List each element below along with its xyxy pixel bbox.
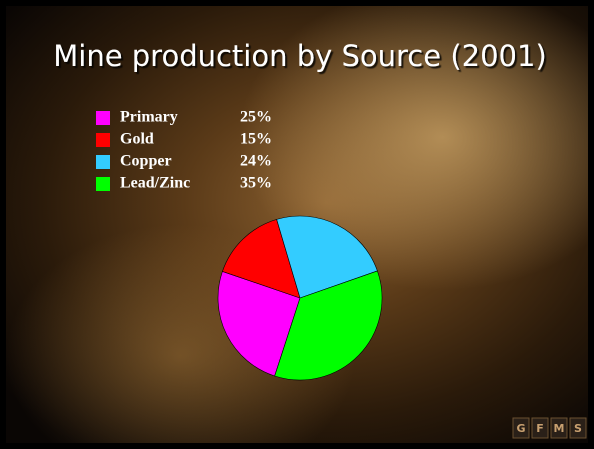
logo-letter: F [536, 422, 544, 435]
legend-label: Gold [120, 131, 154, 148]
logo-letter: G [516, 422, 525, 435]
logo-letter: S [574, 422, 582, 435]
slide: Mine production by Source (2001) Primary… [0, 0, 594, 449]
legend-swatch [96, 177, 110, 191]
legend-value: 35% [240, 175, 272, 192]
legend-swatch [96, 155, 110, 169]
chart-title: Mine production by Source (2001) [53, 39, 547, 73]
legend-value: 24% [240, 153, 272, 170]
pie [218, 216, 382, 380]
legend-swatch [96, 133, 110, 147]
legend-label: Primary [120, 109, 178, 126]
legend-label: Lead/Zinc [120, 175, 190, 192]
logo-letter: M [554, 422, 565, 435]
legend-label: Copper [120, 153, 172, 170]
legend-swatch [96, 111, 110, 125]
legend-value: 25% [240, 109, 272, 126]
legend-value: 15% [240, 131, 272, 148]
